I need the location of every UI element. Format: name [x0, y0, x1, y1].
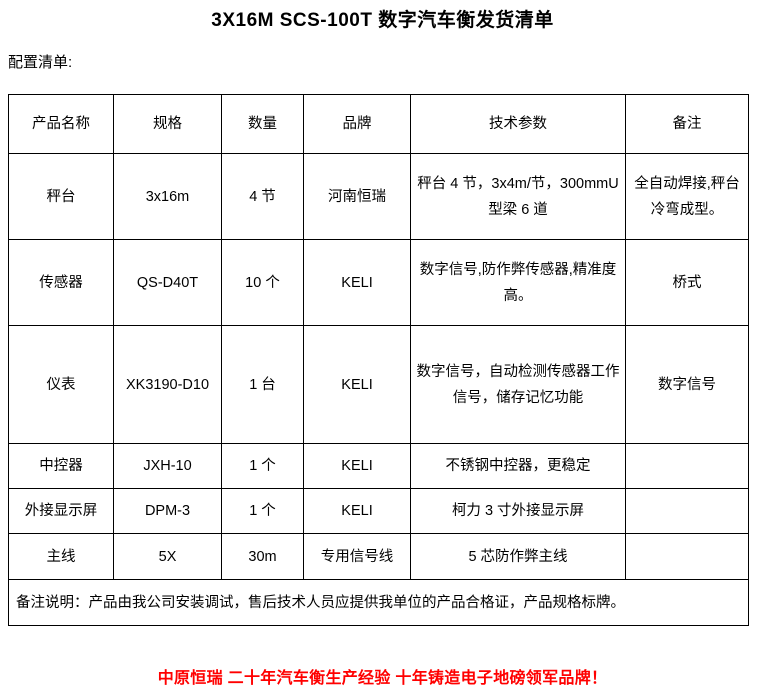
cell-remark: 全自动焊接,秤台冷弯成型。 [625, 153, 749, 240]
company-slogan: 中原恒瑞 二十年汽车衡生产经验 十年铸造电子地磅领军品牌！ [157, 670, 608, 687]
cell-product-name: 秤台 [8, 153, 114, 240]
cell-product-name: 中控器 [8, 443, 114, 489]
table-row: 主线 5X 30m 专用信号线 5 芯防作弊主线 [8, 533, 749, 580]
cell-quantity: 30m [221, 533, 304, 580]
cell-quantity: 10 个 [221, 239, 304, 326]
cell-specification: DPM-3 [113, 488, 222, 534]
note-text: 备注说明：产品由我公司安装调试，售后技术人员应提供我单位的产品合格证，产品规格标… [8, 579, 749, 626]
cell-product-name: 传感器 [8, 239, 114, 326]
cell-quantity: 1 台 [221, 325, 304, 444]
cell-product-name: 外接显示屏 [8, 488, 114, 534]
cell-specification: JXH-10 [113, 443, 222, 489]
table-row: 中控器 JXH-10 1 个 KELI 不锈钢中控器，更稳定 [8, 443, 749, 489]
cell-brand: KELI [303, 443, 411, 489]
column-header-product-name: 产品名称 [8, 94, 114, 154]
cell-remark [625, 443, 749, 489]
cell-brand: KELI [303, 325, 411, 444]
table-row: 仪表 XK3190-D10 1 台 KELI 数字信号，自动检测传感器工作信号，… [8, 325, 749, 444]
column-header-remark: 备注 [625, 94, 749, 154]
table-row: 外接显示屏 DPM-3 1 个 KELI 柯力 3 寸外接显示屏 [8, 488, 749, 534]
cell-product-name: 主线 [8, 533, 114, 580]
cell-specification: XK3190-D10 [113, 325, 222, 444]
cell-remark [625, 533, 749, 580]
cell-remark: 桥式 [625, 239, 749, 326]
column-header-quantity: 数量 [221, 94, 304, 154]
document-page: 3X16M SCS-100T 数字汽车衡发货清单 配置清单: 产品名称 规格 数… [0, 10, 765, 687]
cell-brand: KELI [303, 239, 411, 326]
table-note-row: 备注说明：产品由我公司安装调试，售后技术人员应提供我单位的产品合格证，产品规格标… [8, 579, 749, 626]
cell-brand: KELI [303, 488, 411, 534]
cell-product-name: 仪表 [8, 325, 114, 444]
cell-brand: 河南恒瑞 [303, 153, 411, 240]
cell-quantity: 1 个 [221, 443, 304, 489]
cell-remark [625, 488, 749, 534]
cell-technical-parameters: 柯力 3 寸外接显示屏 [410, 488, 626, 534]
cell-specification: 5X [113, 533, 222, 580]
cell-technical-parameters: 数字信号,防作弊传感器,精准度高。 [410, 239, 626, 326]
cell-brand: 专用信号线 [303, 533, 411, 580]
cell-specification: QS-D40T [113, 239, 222, 326]
column-header-specification: 规格 [113, 94, 222, 154]
column-header-brand: 品牌 [303, 94, 411, 154]
cell-remark: 数字信号 [625, 325, 749, 444]
cell-quantity: 1 个 [221, 488, 304, 534]
cell-technical-parameters: 数字信号，自动检测传感器工作信号，储存记忆功能 [410, 325, 626, 444]
table-row: 秤台 3x16m 4 节 河南恒瑞 秤台 4 节，3x4m/节，300mmU 型… [8, 153, 749, 240]
table-header-row: 产品名称 规格 数量 品牌 技术参数 备注 [8, 94, 749, 154]
cell-technical-parameters: 不锈钢中控器，更稳定 [410, 443, 626, 489]
cell-specification: 3x16m [113, 153, 222, 240]
column-header-technical-parameters: 技术参数 [410, 94, 626, 154]
table-row: 传感器 QS-D40T 10 个 KELI 数字信号,防作弊传感器,精准度高。 … [8, 239, 749, 326]
cell-technical-parameters: 5 芯防作弊主线 [410, 533, 626, 580]
cell-quantity: 4 节 [221, 153, 304, 240]
page-title: 3X16M SCS-100T 数字汽车衡发货清单 [211, 10, 554, 31]
packing-list-table-wrapper: 产品名称 规格 数量 品牌 技术参数 备注 秤台 3x16m 4 节 河南恒瑞 … [0, 73, 765, 626]
cell-technical-parameters: 秤台 4 节，3x4m/节，300mmU 型梁 6 道 [410, 153, 626, 240]
configuration-list-label: 配置清单: [8, 54, 73, 71]
packing-list-table: 产品名称 规格 数量 品牌 技术参数 备注 秤台 3x16m 4 节 河南恒瑞 … [8, 94, 749, 626]
